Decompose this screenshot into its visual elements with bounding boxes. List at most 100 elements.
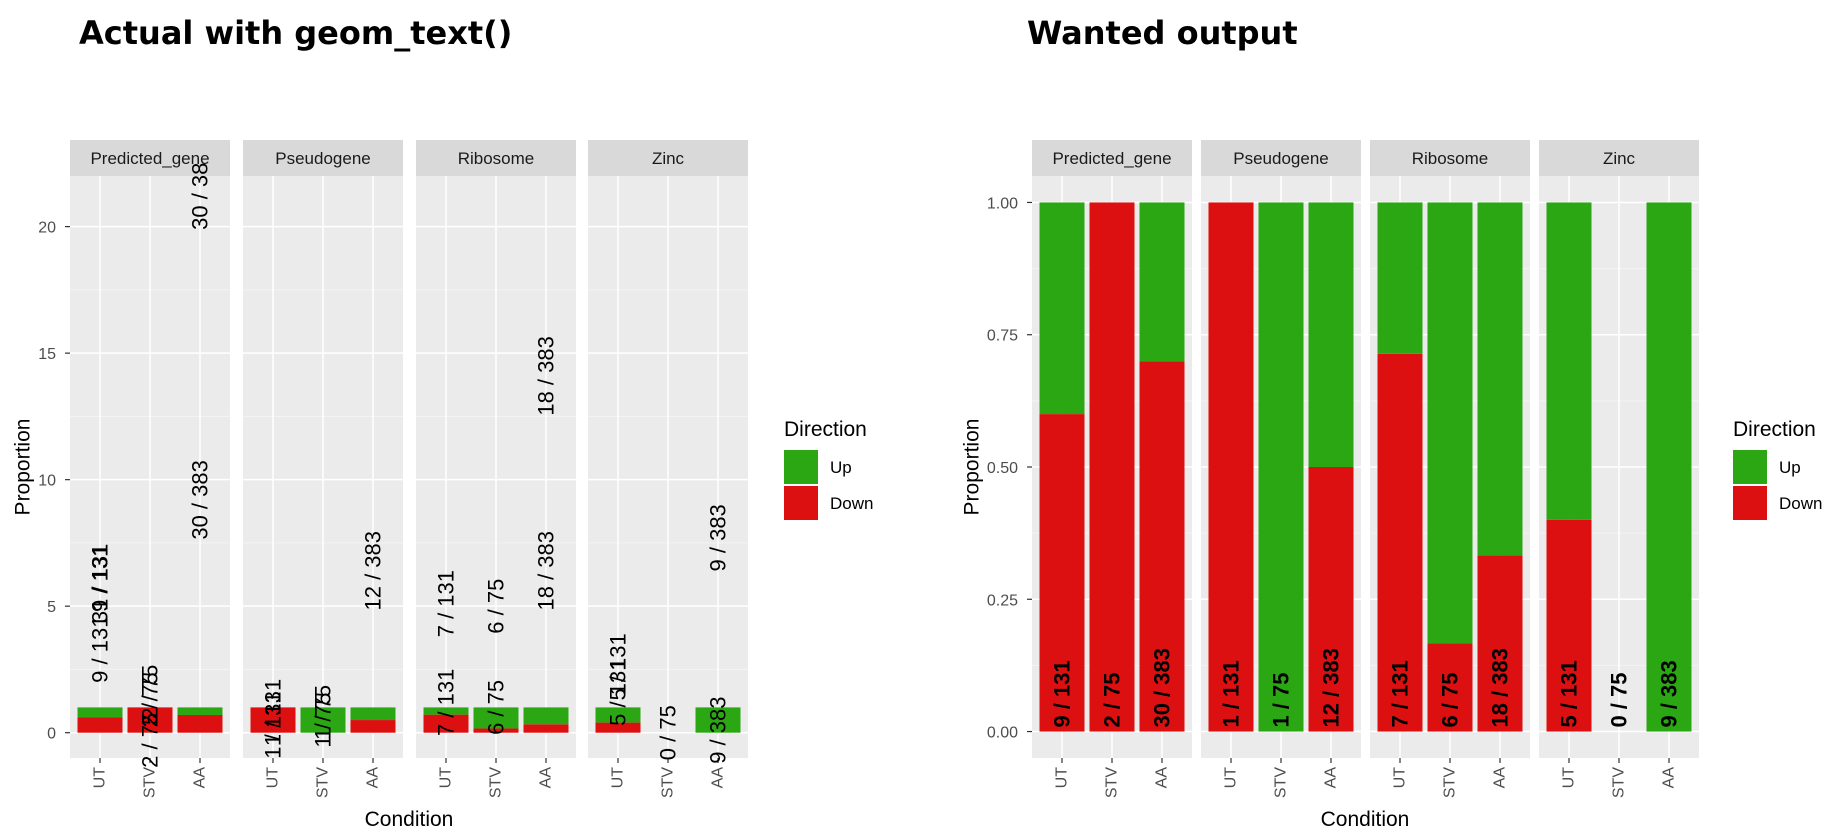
geom-text-label: 9 / 383 [706, 697, 731, 764]
bar-down-ut [595, 722, 641, 733]
x-tick-label: UT [438, 767, 455, 789]
bar-label: 9 / 383 [1657, 660, 1682, 727]
bar-label: 0 / 75 [1607, 672, 1632, 727]
legend-swatch-up [784, 450, 818, 484]
x-tick-label: AA [1661, 767, 1678, 789]
bar-down-ut [423, 714, 469, 733]
geom-text-label: 30 / 38 [188, 163, 213, 230]
y-axis-title: Proportion [12, 419, 35, 516]
bar-up-stv [473, 707, 519, 729]
x-tick-label: AA [710, 767, 727, 789]
bar-down-ut [1208, 202, 1254, 732]
facet-strip-label: Zinc [652, 149, 685, 168]
x-tick-label: UT [265, 767, 282, 789]
geom-text-label: 6 / 75 [484, 680, 509, 735]
facet-predicted-gene: Predicted_gene UT STV AA [70, 140, 230, 798]
geom-text-label: 12 / 383 [361, 531, 386, 611]
bar-up-aa [1308, 202, 1354, 468]
legend: Direction Up Down [784, 418, 873, 520]
bar-up-aa [177, 707, 223, 715]
facet-ribosome: Ribosome UT STV AA [416, 140, 576, 798]
x-axis-title: Condition [365, 808, 454, 831]
bar-up-aa [695, 707, 741, 733]
bar-label: 12 / 383 [1319, 648, 1344, 728]
geom-text-label: 2 / 75 [138, 665, 163, 720]
geom-text-label: 0 / 75 [656, 705, 681, 760]
x-tick-label: STV [488, 767, 505, 798]
geom-text-label: 1 / 75 [311, 685, 336, 740]
x-tick-label: AA [1492, 767, 1509, 789]
bar-up-ut [423, 707, 469, 715]
x-tick-label: UT [1392, 767, 1409, 789]
bar-down-ut [1377, 353, 1423, 732]
bar-down-stv [473, 728, 519, 733]
geom-text-label: 5 / 131 [606, 633, 631, 700]
geom-text-label: 5 / 131 [606, 659, 631, 726]
bar-up-ut [595, 707, 641, 723]
bar-label: 1 / 75 [1269, 672, 1294, 727]
geom-text-label: 18 / 383 [534, 531, 559, 611]
geom-text-label: 9 / 131 [88, 545, 113, 612]
bar-down-stv [127, 707, 173, 733]
x-tick-label: UT [610, 767, 627, 789]
geom-text-label: 2 / 75 [138, 713, 163, 768]
bar-up-aa [523, 707, 569, 725]
bar-label: 30 / 383 [1150, 648, 1175, 728]
bar-up-aa [1646, 202, 1692, 732]
x-tick-label: AA [192, 767, 209, 789]
facet-zinc: Zinc UT STV AA [588, 140, 748, 798]
facet-pseudogene: Pseudogene 1 / 131 UT 1 / 75 STV 12 / 383 AA [1201, 140, 1361, 798]
facet-strip-label: Ribosome [1412, 149, 1489, 168]
facet-strip [1032, 140, 1192, 176]
y-tick-label: 0.00 [987, 725, 1018, 742]
facet-strip [70, 140, 230, 176]
facet-strip-label: Ribosome [458, 149, 535, 168]
bar-down-ut [1546, 519, 1592, 732]
bar-down-ut [1039, 414, 1085, 732]
x-tick-label: STV [142, 767, 159, 798]
facet-strip [243, 140, 403, 176]
facet-strip [1370, 140, 1530, 176]
facet-strip [588, 140, 748, 176]
y-tick-label: 0.25 [987, 592, 1018, 609]
facet-zinc: Zinc 5 / 131 UT 0 / 75 STV 9 / 383 AA [1539, 140, 1699, 798]
x-tick-label: AA [1323, 767, 1340, 789]
figure-title-left: Actual with geom_text() [79, 14, 513, 52]
legend-swatch-down [784, 486, 818, 520]
x-tick-label: STV [1104, 767, 1121, 798]
bar-down-aa [1477, 555, 1523, 732]
y-tick-label: 15 [38, 346, 56, 363]
legend-label-up: Up [1779, 458, 1801, 477]
x-tick-label: STV [660, 767, 677, 798]
geom-text-label: 7 / 131 [434, 669, 459, 736]
x-tick-label: STV [1442, 767, 1459, 798]
bar-up-ut [1039, 202, 1085, 415]
geom-text-label: 1 / 75 [311, 693, 336, 748]
facet-strip [1201, 140, 1361, 176]
y-tick-label: 0.75 [987, 328, 1018, 345]
y-tick-label: 20 [38, 220, 56, 237]
x-tick-label: UT [1561, 767, 1578, 789]
x-tick-label: UT [1223, 767, 1240, 789]
x-axis-title: Condition [1321, 808, 1410, 831]
x-tick-label: AA [365, 767, 382, 789]
geom-text-label: 9 / 383 [706, 504, 731, 571]
bar-down-ut [250, 707, 296, 733]
x-tick-label: UT [1054, 767, 1071, 789]
legend-swatch-down [1733, 486, 1767, 520]
bar-up-aa [1139, 202, 1185, 362]
bar-down-ut [77, 717, 123, 733]
legend-label-up: Up [830, 458, 852, 477]
bar-up-stv [300, 707, 346, 733]
y-tick-label: 10 [38, 473, 56, 490]
legend-title: Direction [1733, 418, 1816, 441]
bar-label: 7 / 131 [1388, 660, 1413, 727]
x-tick-label: UT [92, 767, 109, 789]
facet-strip-label: Zinc [1603, 149, 1636, 168]
bar-down-aa [1139, 361, 1185, 732]
geom-text-label: 1 / 131 [261, 691, 286, 758]
legend: Direction Up Down [1733, 418, 1822, 520]
bar-up-ut [1377, 202, 1423, 354]
